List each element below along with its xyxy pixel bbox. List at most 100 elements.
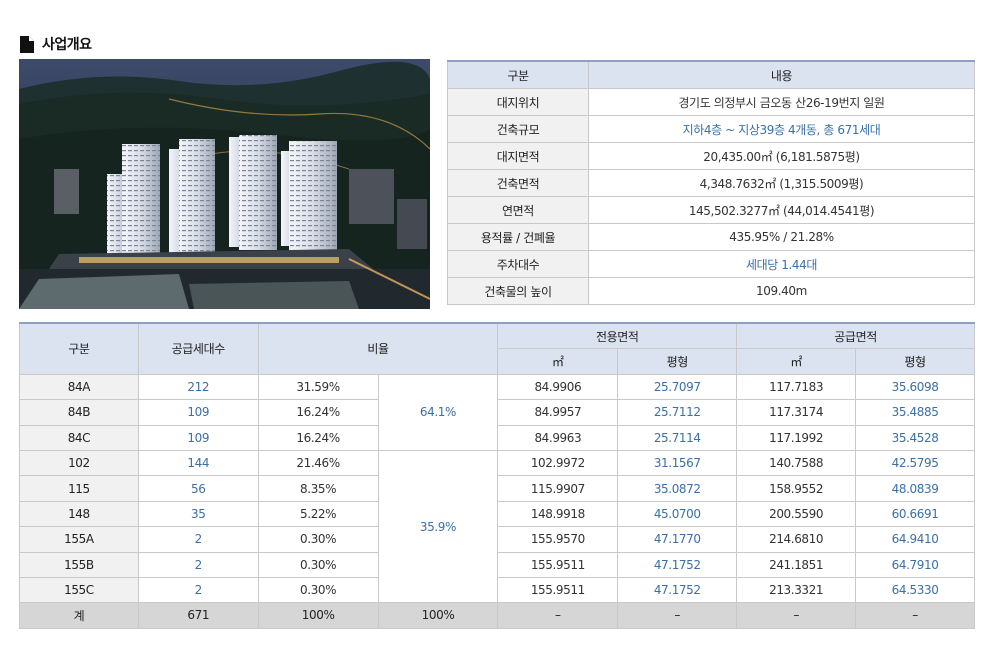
cell-ex-pyeong: 25.7112 (617, 399, 738, 426)
cell-total-ex-pyeong: – (617, 602, 738, 629)
cell-ex-pyeong: 35.0872 (617, 475, 738, 502)
cell-total-ex-sqm: – (497, 602, 619, 629)
info-label: 건축물의 높이 (447, 277, 589, 305)
cell-ex-sqm: 102.9972 (497, 449, 619, 477)
info-value: 세대당 1.44대 (588, 250, 975, 278)
cell-total-sup-sqm: – (736, 602, 857, 629)
cell-sup-sqm: 117.1992 (736, 424, 857, 451)
cell-sup-sqm: 214.6810 (736, 526, 857, 553)
info-label: 용적률 / 건폐율 (447, 223, 589, 251)
cell-sup-pyeong: 35.4528 (855, 424, 975, 451)
cell-sup-pyeong: 64.7910 (855, 551, 975, 578)
cell-total-label: 계 (19, 602, 139, 629)
section-header: 사업개요 (20, 34, 92, 54)
info-label: 대지면적 (447, 142, 589, 170)
cell-ex-sqm: 155.9511 (497, 576, 619, 604)
cell-ex-pyeong: 45.0700 (617, 500, 738, 528)
table-row: 84C 109 16.24% 84.9963 25.7114 117.1992 … (19, 424, 975, 451)
cell-ex-sqm: 148.9918 (497, 500, 619, 528)
cell-type: 155C (19, 576, 139, 604)
unit-supply-table: 구분 공급세대수 비율 전용면적 공급면적 ㎡ 평형 ㎡ 평형 84A 212 … (19, 321, 975, 629)
table-row: 155B 2 0.30% 155.9511 47.1752 241.1851 6… (19, 551, 975, 578)
cell-sup-sqm: 241.1851 (736, 551, 857, 578)
table-row: 115 56 8.35% 115.9907 35.0872 158.9552 4… (19, 475, 975, 502)
table-row: 102 144 21.46% 35.9% 102.9972 31.1567 14… (19, 449, 975, 604)
cell-units: 109 (137, 399, 259, 426)
cell-sup-pyeong: 64.9410 (855, 526, 975, 553)
cell-group-ratio: 64.1% (377, 373, 499, 451)
project-rendering-image (19, 59, 430, 309)
info-label: 주차대수 (447, 250, 589, 278)
table-row: 155A 2 0.30% 155.9570 47.1770 214.6810 6… (19, 526, 975, 553)
header-sup-sqm: ㎡ (736, 348, 857, 375)
cell-sup-pyeong: 64.5330 (855, 576, 975, 604)
info-row: 건축규모 지하4층 ~ 지상39층 4개동, 총 671세대 (447, 115, 975, 143)
table-row: 155C 2 0.30% 155.9511 47.1752 213.3321 6… (19, 576, 975, 604)
cell-ratio: 5.22% (257, 500, 379, 528)
cell-units: 144 (137, 449, 259, 477)
cell-type: 115 (19, 475, 139, 502)
info-value: 지하4층 ~ 지상39층 4개동, 총 671세대 (588, 115, 975, 143)
header-sup-pyeong: 평형 (855, 348, 975, 375)
info-value: 20,435.00㎡ (6,181.5875평) (588, 142, 975, 170)
header-type: 구분 (19, 321, 139, 375)
cell-ex-pyeong: 25.7114 (617, 424, 738, 451)
cell-ratio: 31.59% (257, 373, 379, 401)
cell-group-ratio: 35.9% (377, 449, 499, 604)
cell-ex-pyeong: 31.1567 (617, 449, 738, 477)
section-title: 사업개요 (42, 37, 92, 53)
cell-total-group-ratio: 100% (377, 602, 499, 629)
info-header-content: 내용 (588, 60, 975, 89)
cell-sup-sqm: 117.3174 (736, 399, 857, 426)
cell-units: 56 (137, 475, 259, 502)
cell-ratio: 16.24% (257, 399, 379, 426)
header-supply-area: 공급면적 (736, 322, 975, 350)
cell-sup-pyeong: 42.5795 (855, 449, 975, 477)
project-info-table: 구분 내용 대지위치 경기도 의정부시 금오동 산26-19번지 일원 건축규모… (447, 60, 975, 305)
cell-total-sup-pyeong: – (855, 602, 975, 629)
header-exclusive-area: 전용면적 (497, 322, 738, 350)
cell-sup-pyeong: 35.4885 (855, 399, 975, 426)
cell-type: 148 (19, 500, 139, 528)
cell-type: 84C (19, 424, 139, 451)
cell-total-ratio: 100% (257, 602, 379, 629)
info-row: 대지위치 경기도 의정부시 금오동 산26-19번지 일원 (447, 88, 975, 116)
cell-sup-sqm: 117.7183 (736, 373, 857, 401)
cell-ratio: 8.35% (257, 475, 379, 502)
cell-type: 155B (19, 551, 139, 578)
document-icon (20, 35, 34, 53)
cell-ex-pyeong: 25.7097 (617, 373, 738, 401)
info-row: 대지면적 20,435.00㎡ (6,181.5875평) (447, 142, 975, 170)
table-total-row: 계 671 100% 100% – – – – (19, 602, 975, 629)
cell-ratio: 0.30% (257, 551, 379, 578)
cell-type: 102 (19, 449, 139, 477)
info-value: 145,502.3277㎡ (44,014.4541평) (588, 196, 975, 224)
cell-sup-sqm: 200.5590 (736, 500, 857, 528)
table-row: 84A 212 31.59% 64.1% 84.9906 25.7097 117… (19, 373, 975, 451)
cell-ex-pyeong: 47.1752 (617, 576, 738, 604)
cell-ratio: 16.24% (257, 424, 379, 451)
cell-sup-sqm: 158.9552 (736, 475, 857, 502)
header-ex-pyeong: 평형 (617, 348, 738, 375)
cell-sup-sqm: 140.7588 (736, 449, 857, 477)
info-row: 연면적 145,502.3277㎡ (44,014.4541평) (447, 196, 975, 224)
header-ratio: 비율 (257, 321, 499, 375)
info-value: 4,348.7632㎡ (1,315.5009평) (588, 169, 975, 197)
info-value: 435.95% / 21.28% (588, 223, 975, 251)
cell-ratio: 0.30% (257, 526, 379, 553)
cell-ex-sqm: 155.9570 (497, 526, 619, 553)
info-row: 주차대수 세대당 1.44대 (447, 250, 975, 278)
info-label: 건축규모 (447, 115, 589, 143)
cell-units: 2 (137, 526, 259, 553)
cell-sup-pyeong: 60.6691 (855, 500, 975, 528)
info-label: 건축면적 (447, 169, 589, 197)
info-label: 연면적 (447, 196, 589, 224)
cell-units: 109 (137, 424, 259, 451)
info-row: 건축물의 높이 109.40m (447, 277, 975, 305)
cell-ex-sqm: 84.9957 (497, 399, 619, 426)
cell-ratio: 21.46% (257, 449, 379, 477)
info-value: 경기도 의정부시 금오동 산26-19번지 일원 (588, 88, 975, 116)
cell-units: 35 (137, 500, 259, 528)
cell-ex-sqm: 115.9907 (497, 475, 619, 502)
info-label: 대지위치 (447, 88, 589, 116)
